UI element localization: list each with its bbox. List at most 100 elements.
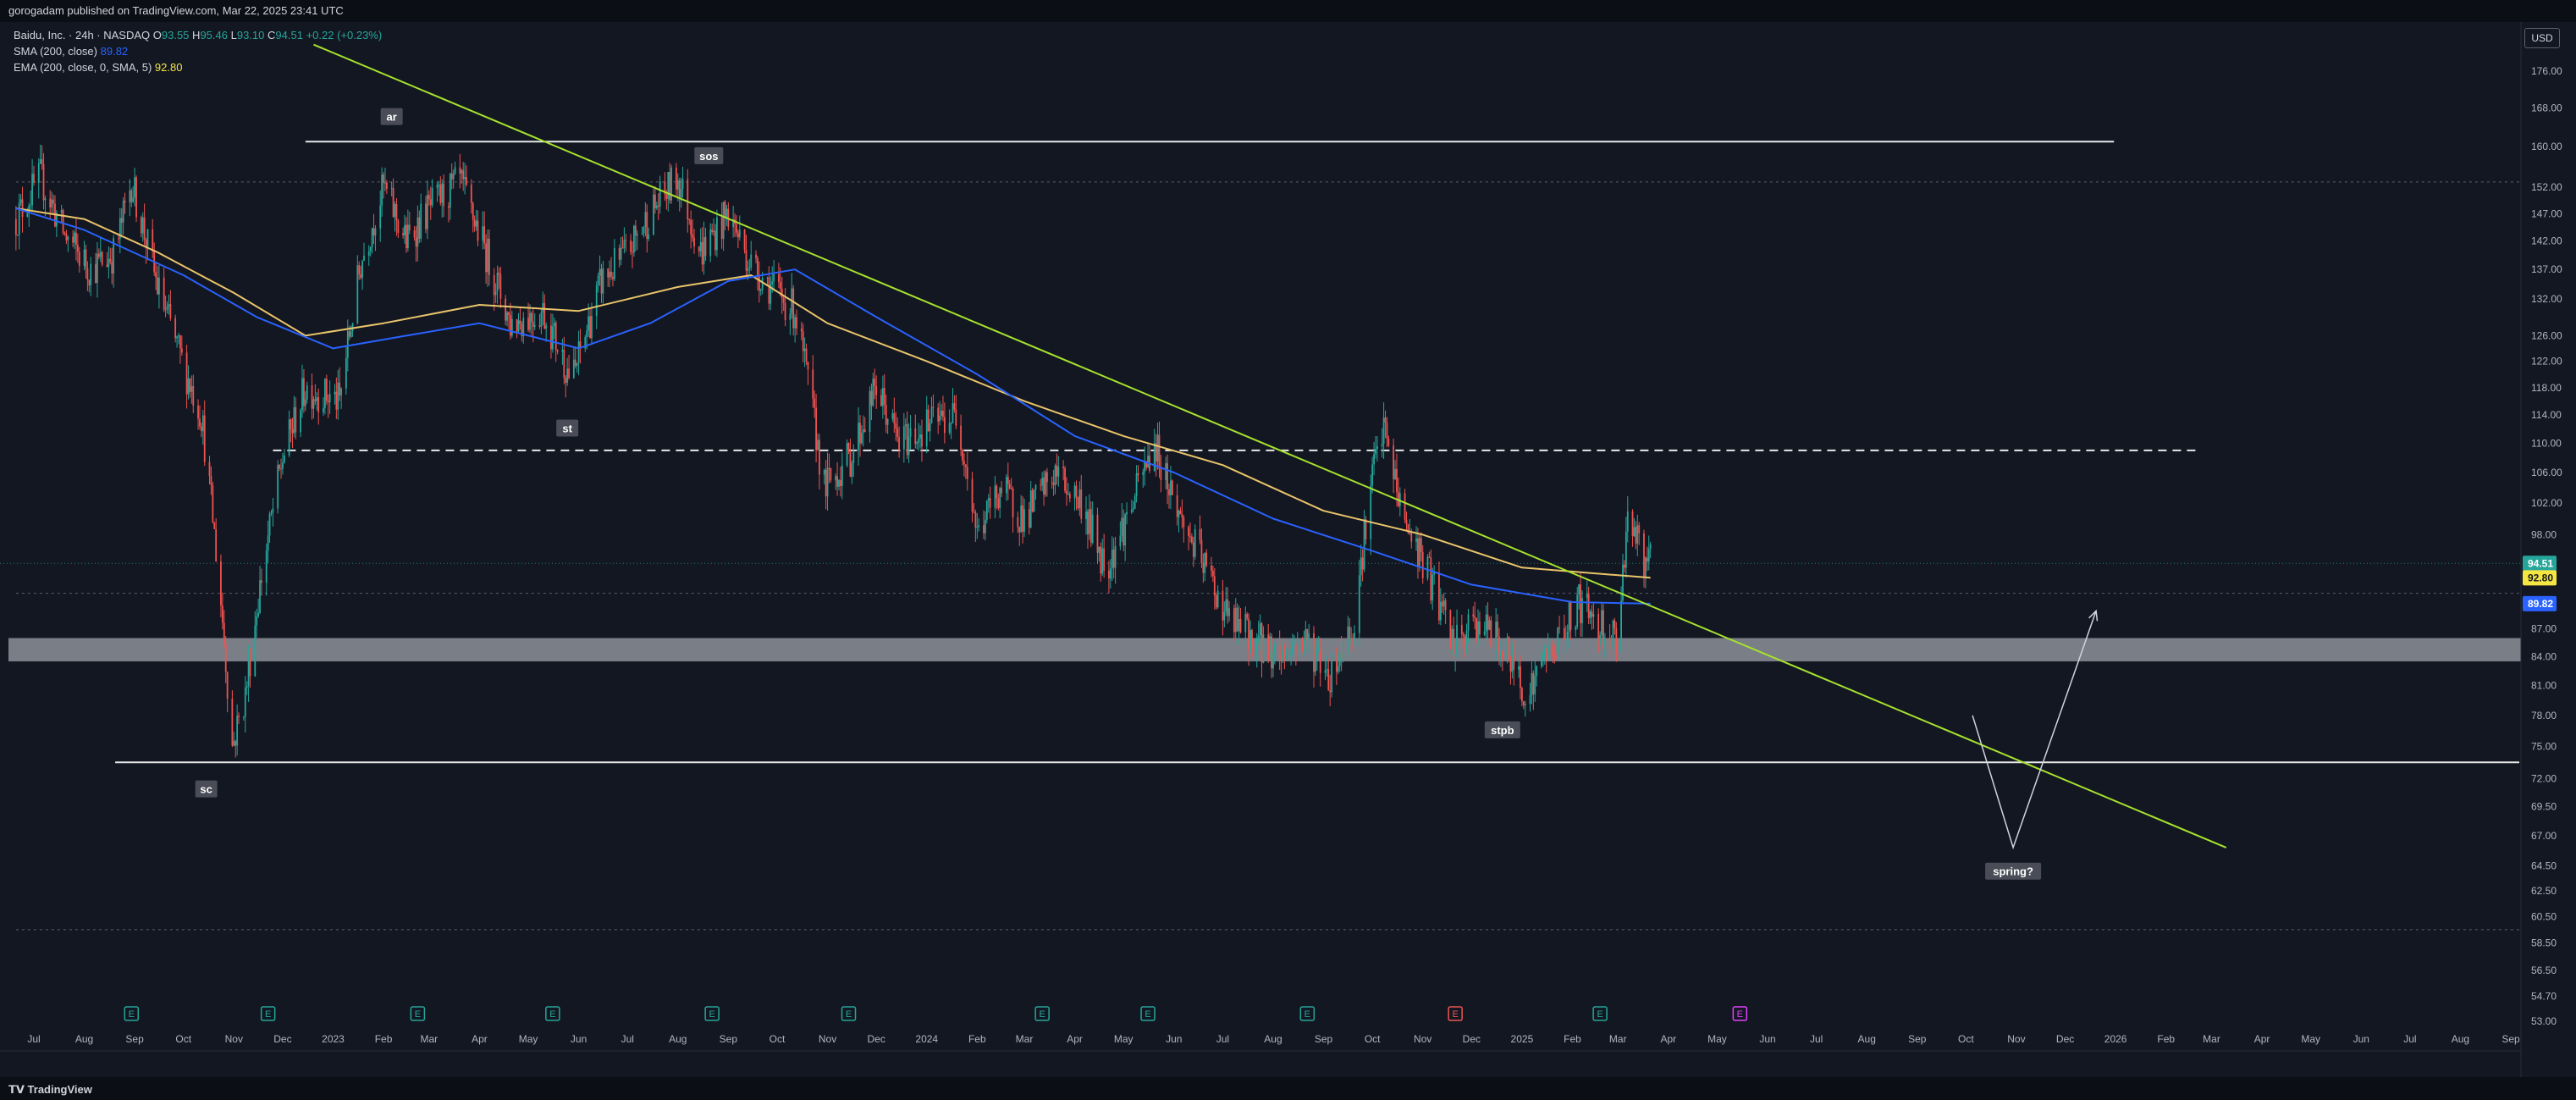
- time-tick: Aug: [1858, 1033, 1876, 1045]
- candle-body: [506, 312, 508, 321]
- candle: [1631, 509, 1634, 547]
- candle-body: [280, 468, 282, 470]
- wyckoff-label-ar[interactable]: ar: [380, 108, 403, 125]
- tradingview-logo[interactable]: 𝗧𝗩 TradingView: [8, 1083, 92, 1096]
- candle-body: [914, 428, 917, 445]
- candle: [1234, 598, 1237, 644]
- projection-path[interactable]: [1972, 611, 2097, 850]
- candle: [1244, 606, 1247, 648]
- candle: [505, 295, 507, 326]
- candle: [1479, 611, 1481, 638]
- candle-body: [1646, 557, 1648, 562]
- candle-body: [1031, 490, 1034, 512]
- candle-body: [335, 391, 338, 410]
- time-axis[interactable]: Jul Aug Sep Oct Nov Dec 2023 Feb Mar Apr May Jun Jul…: [27, 1033, 2520, 1045]
- candle-body: [386, 182, 388, 189]
- candle: [553, 318, 555, 340]
- candle-body: [653, 194, 654, 235]
- earnings-event-icon[interactable]: E: [410, 1006, 426, 1021]
- candle-body: [395, 203, 398, 221]
- earnings-event-icon[interactable]: E: [704, 1006, 720, 1021]
- candle-body: [675, 168, 677, 190]
- candle: [875, 375, 878, 409]
- candle: [1171, 479, 1173, 495]
- candle-body: [28, 205, 30, 213]
- candle: [1280, 655, 1282, 675]
- legend-symbol-row: Baidu, Inc. · 24h · NASDAQ O93.55 H95.46…: [14, 29, 383, 41]
- candle: [494, 283, 497, 303]
- time-tick: Jul: [1810, 1033, 1823, 1045]
- candle: [152, 218, 154, 258]
- legend-ema-row[interactable]: EMA (200, close, 0, SMA, 5) 92.80: [14, 59, 382, 75]
- candle: [386, 180, 388, 195]
- candle-body: [1211, 565, 1212, 571]
- earnings-event-icon[interactable]: E: [545, 1006, 560, 1021]
- candle: [1393, 438, 1395, 494]
- candle: [397, 218, 400, 238]
- price-chart[interactable]: ar sos st sc stpb spring? 176.00168.00160.001…: [0, 22, 2576, 1077]
- candle-body: [1134, 495, 1136, 509]
- sma-200-line[interactable]: [15, 207, 1651, 605]
- label-box: [195, 780, 218, 798]
- currency-button[interactable]: USD: [2524, 28, 2560, 48]
- ema-200-line[interactable]: [15, 207, 1651, 579]
- earnings-event-icon[interactable]: E: [1140, 1006, 1156, 1021]
- candle: [200, 423, 202, 438]
- candle-body: [648, 234, 650, 239]
- price-axis[interactable]: 176.00168.00160.00152.00147.00142.00137.…: [2531, 65, 2562, 1027]
- candle: [1485, 605, 1487, 639]
- candle-body: [1376, 446, 1378, 450]
- label-box: [694, 146, 724, 164]
- candle: [1426, 554, 1429, 581]
- candle-body: [452, 173, 455, 180]
- candle-body: [781, 288, 783, 298]
- candle: [566, 357, 569, 386]
- candle: [743, 229, 746, 254]
- price-tick: 87.00: [2531, 623, 2557, 635]
- candle: [1285, 648, 1288, 661]
- earnings-event-icon[interactable]: E: [124, 1006, 140, 1021]
- wyckoff-label-st[interactable]: st: [556, 419, 579, 437]
- wyckoff-label-sc[interactable]: sc: [195, 780, 218, 798]
- legend-sma-row[interactable]: SMA (200, close) 89.82: [14, 43, 382, 59]
- candle-body: [607, 268, 610, 278]
- candle-body: [1271, 636, 1272, 669]
- candle: [1497, 614, 1498, 649]
- candle-body: [1045, 472, 1046, 495]
- earnings-event-icon[interactable]: E: [260, 1006, 276, 1021]
- earnings-event-icon[interactable]: E: [1592, 1006, 1608, 1021]
- candle-body: [1467, 614, 1470, 631]
- time-tick: Dec: [2056, 1033, 2074, 1045]
- earnings-event-icon[interactable]: E: [1299, 1006, 1316, 1021]
- time-tick: Apr: [2254, 1033, 2270, 1045]
- candle: [1022, 496, 1023, 544]
- earnings-event-icon[interactable]: E: [1732, 1006, 1748, 1021]
- candle: [1449, 609, 1452, 649]
- time-tick: Oct: [175, 1033, 191, 1045]
- candle-body: [19, 199, 22, 203]
- candle: [1091, 501, 1094, 544]
- support-zone[interactable]: [8, 638, 2521, 662]
- candle: [439, 176, 442, 206]
- wyckoff-label-sos[interactable]: sos: [694, 146, 724, 164]
- candle-body: [72, 236, 74, 243]
- earnings-event-icon[interactable]: E: [841, 1006, 857, 1021]
- descending-trendline[interactable]: [313, 43, 2227, 848]
- candle: [826, 452, 829, 511]
- wyckoff-label-spring[interactable]: spring?: [1985, 862, 2042, 880]
- candle: [736, 215, 737, 237]
- candle: [408, 212, 411, 235]
- earnings-event-icon[interactable]: E: [1034, 1006, 1050, 1021]
- candle-body: [771, 281, 774, 285]
- candle: [1373, 441, 1375, 476]
- earnings-event-icon[interactable]: E: [1448, 1006, 1463, 1021]
- candle-body: [1428, 556, 1431, 558]
- candle: [885, 395, 887, 434]
- candle: [1603, 633, 1606, 657]
- wyckoff-label-stpb[interactable]: stpb: [1484, 721, 1520, 738]
- candle-body: [496, 273, 499, 292]
- symbol-name[interactable]: Baidu, Inc. · 24h · NASDAQ: [14, 29, 151, 41]
- candle: [272, 497, 274, 527]
- candle-body: [18, 202, 20, 235]
- candle: [1259, 614, 1261, 650]
